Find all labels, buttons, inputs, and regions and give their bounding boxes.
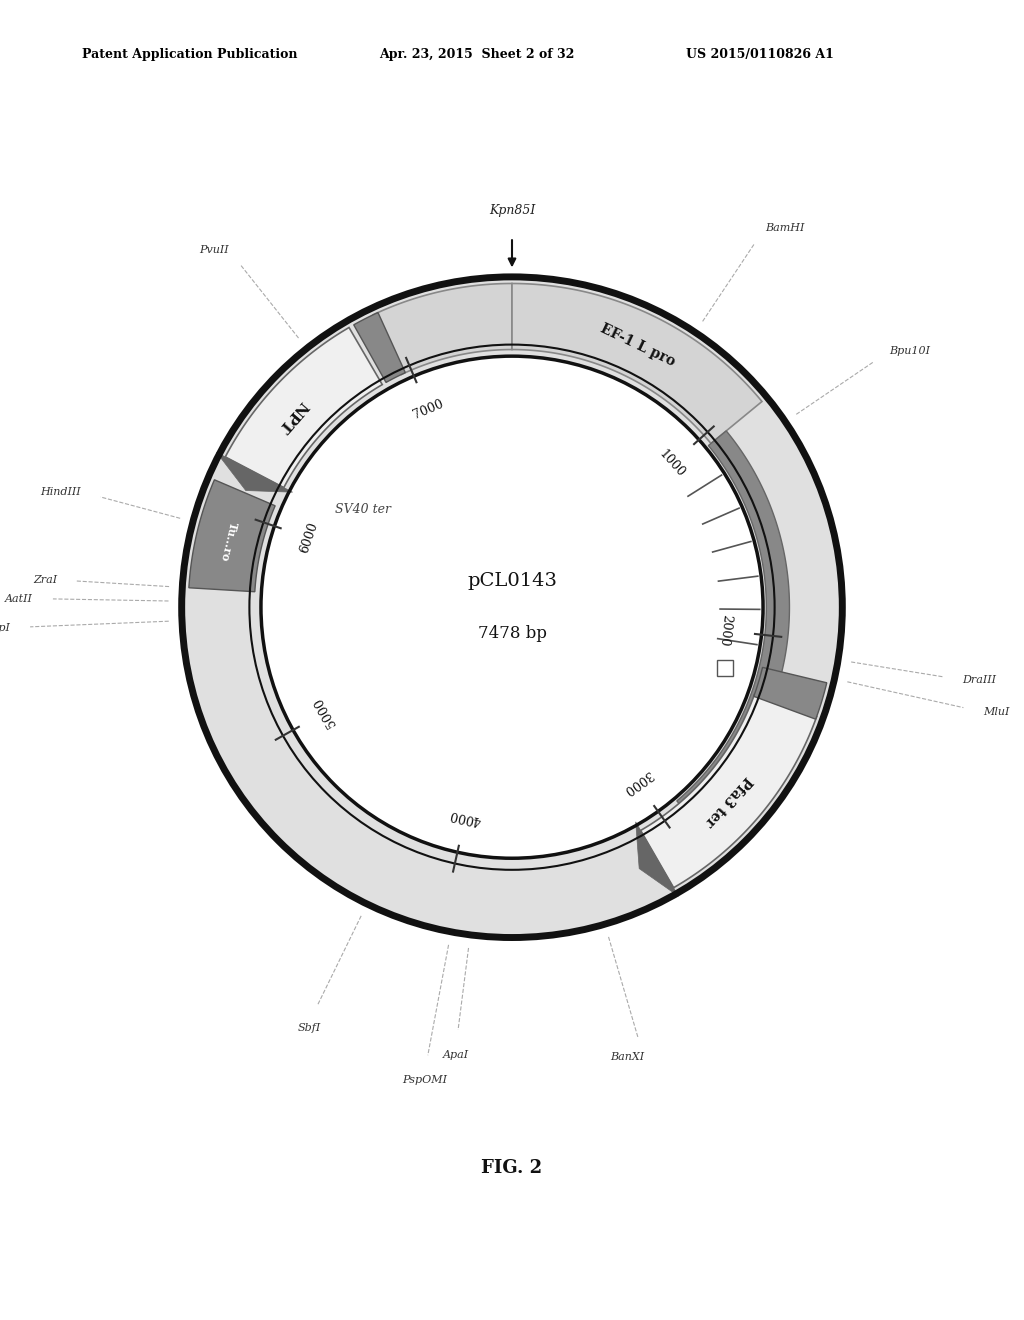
Text: BanXI: BanXI (609, 1052, 644, 1063)
Text: SbfI: SbfI (297, 1023, 321, 1032)
Text: SspI: SspI (0, 623, 10, 632)
Text: PvuII: PvuII (199, 246, 228, 255)
Polygon shape (373, 284, 512, 375)
Polygon shape (353, 313, 406, 383)
Text: Pfa3 ter: Pfa3 ter (702, 774, 755, 829)
Text: pCL0143: pCL0143 (467, 572, 557, 590)
Text: 1000: 1000 (656, 447, 687, 480)
Text: Apr. 23, 2015  Sheet 2 of 32: Apr. 23, 2015 Sheet 2 of 32 (379, 48, 574, 61)
Polygon shape (216, 453, 293, 492)
Text: 7478 bp: 7478 bp (477, 626, 547, 642)
Text: US 2015/0110826 A1: US 2015/0110826 A1 (686, 48, 834, 61)
Polygon shape (636, 822, 679, 896)
Text: AatII: AatII (5, 594, 33, 603)
Text: 7000: 7000 (411, 397, 445, 422)
Bar (717, 660, 733, 676)
Polygon shape (754, 668, 826, 719)
Text: 5000: 5000 (311, 696, 338, 730)
Text: BamHI: BamHI (765, 223, 804, 232)
Text: ZraI: ZraI (33, 574, 57, 585)
Text: EF-1 L pro: EF-1 L pro (598, 321, 677, 368)
Text: 6000: 6000 (298, 520, 321, 556)
Text: 3000: 3000 (621, 767, 653, 796)
Circle shape (261, 356, 763, 858)
Text: MluI: MluI (983, 708, 1009, 717)
Text: FIG. 2: FIG. 2 (481, 1159, 543, 1177)
Polygon shape (225, 327, 382, 487)
Text: ApaI: ApaI (442, 1049, 469, 1060)
Polygon shape (188, 479, 275, 591)
Text: SV40 ter: SV40 ter (335, 503, 391, 516)
Text: Kpn85I: Kpn85I (488, 205, 536, 218)
Text: HindIII: HindIII (41, 487, 81, 496)
Text: DraIII: DraIII (962, 675, 996, 685)
Text: Patent Application Publication: Patent Application Publication (82, 48, 297, 61)
Polygon shape (512, 284, 762, 444)
Circle shape (181, 277, 843, 937)
Text: Bpu10I: Bpu10I (889, 346, 930, 356)
Polygon shape (641, 694, 817, 887)
Text: 4000: 4000 (449, 807, 482, 826)
Text: PspOMI: PspOMI (401, 1074, 446, 1085)
Text: 2000: 2000 (717, 614, 733, 647)
Polygon shape (677, 430, 790, 818)
Text: NPT: NPT (275, 399, 310, 434)
Text: Tu...ro: Tu...ro (219, 520, 239, 562)
